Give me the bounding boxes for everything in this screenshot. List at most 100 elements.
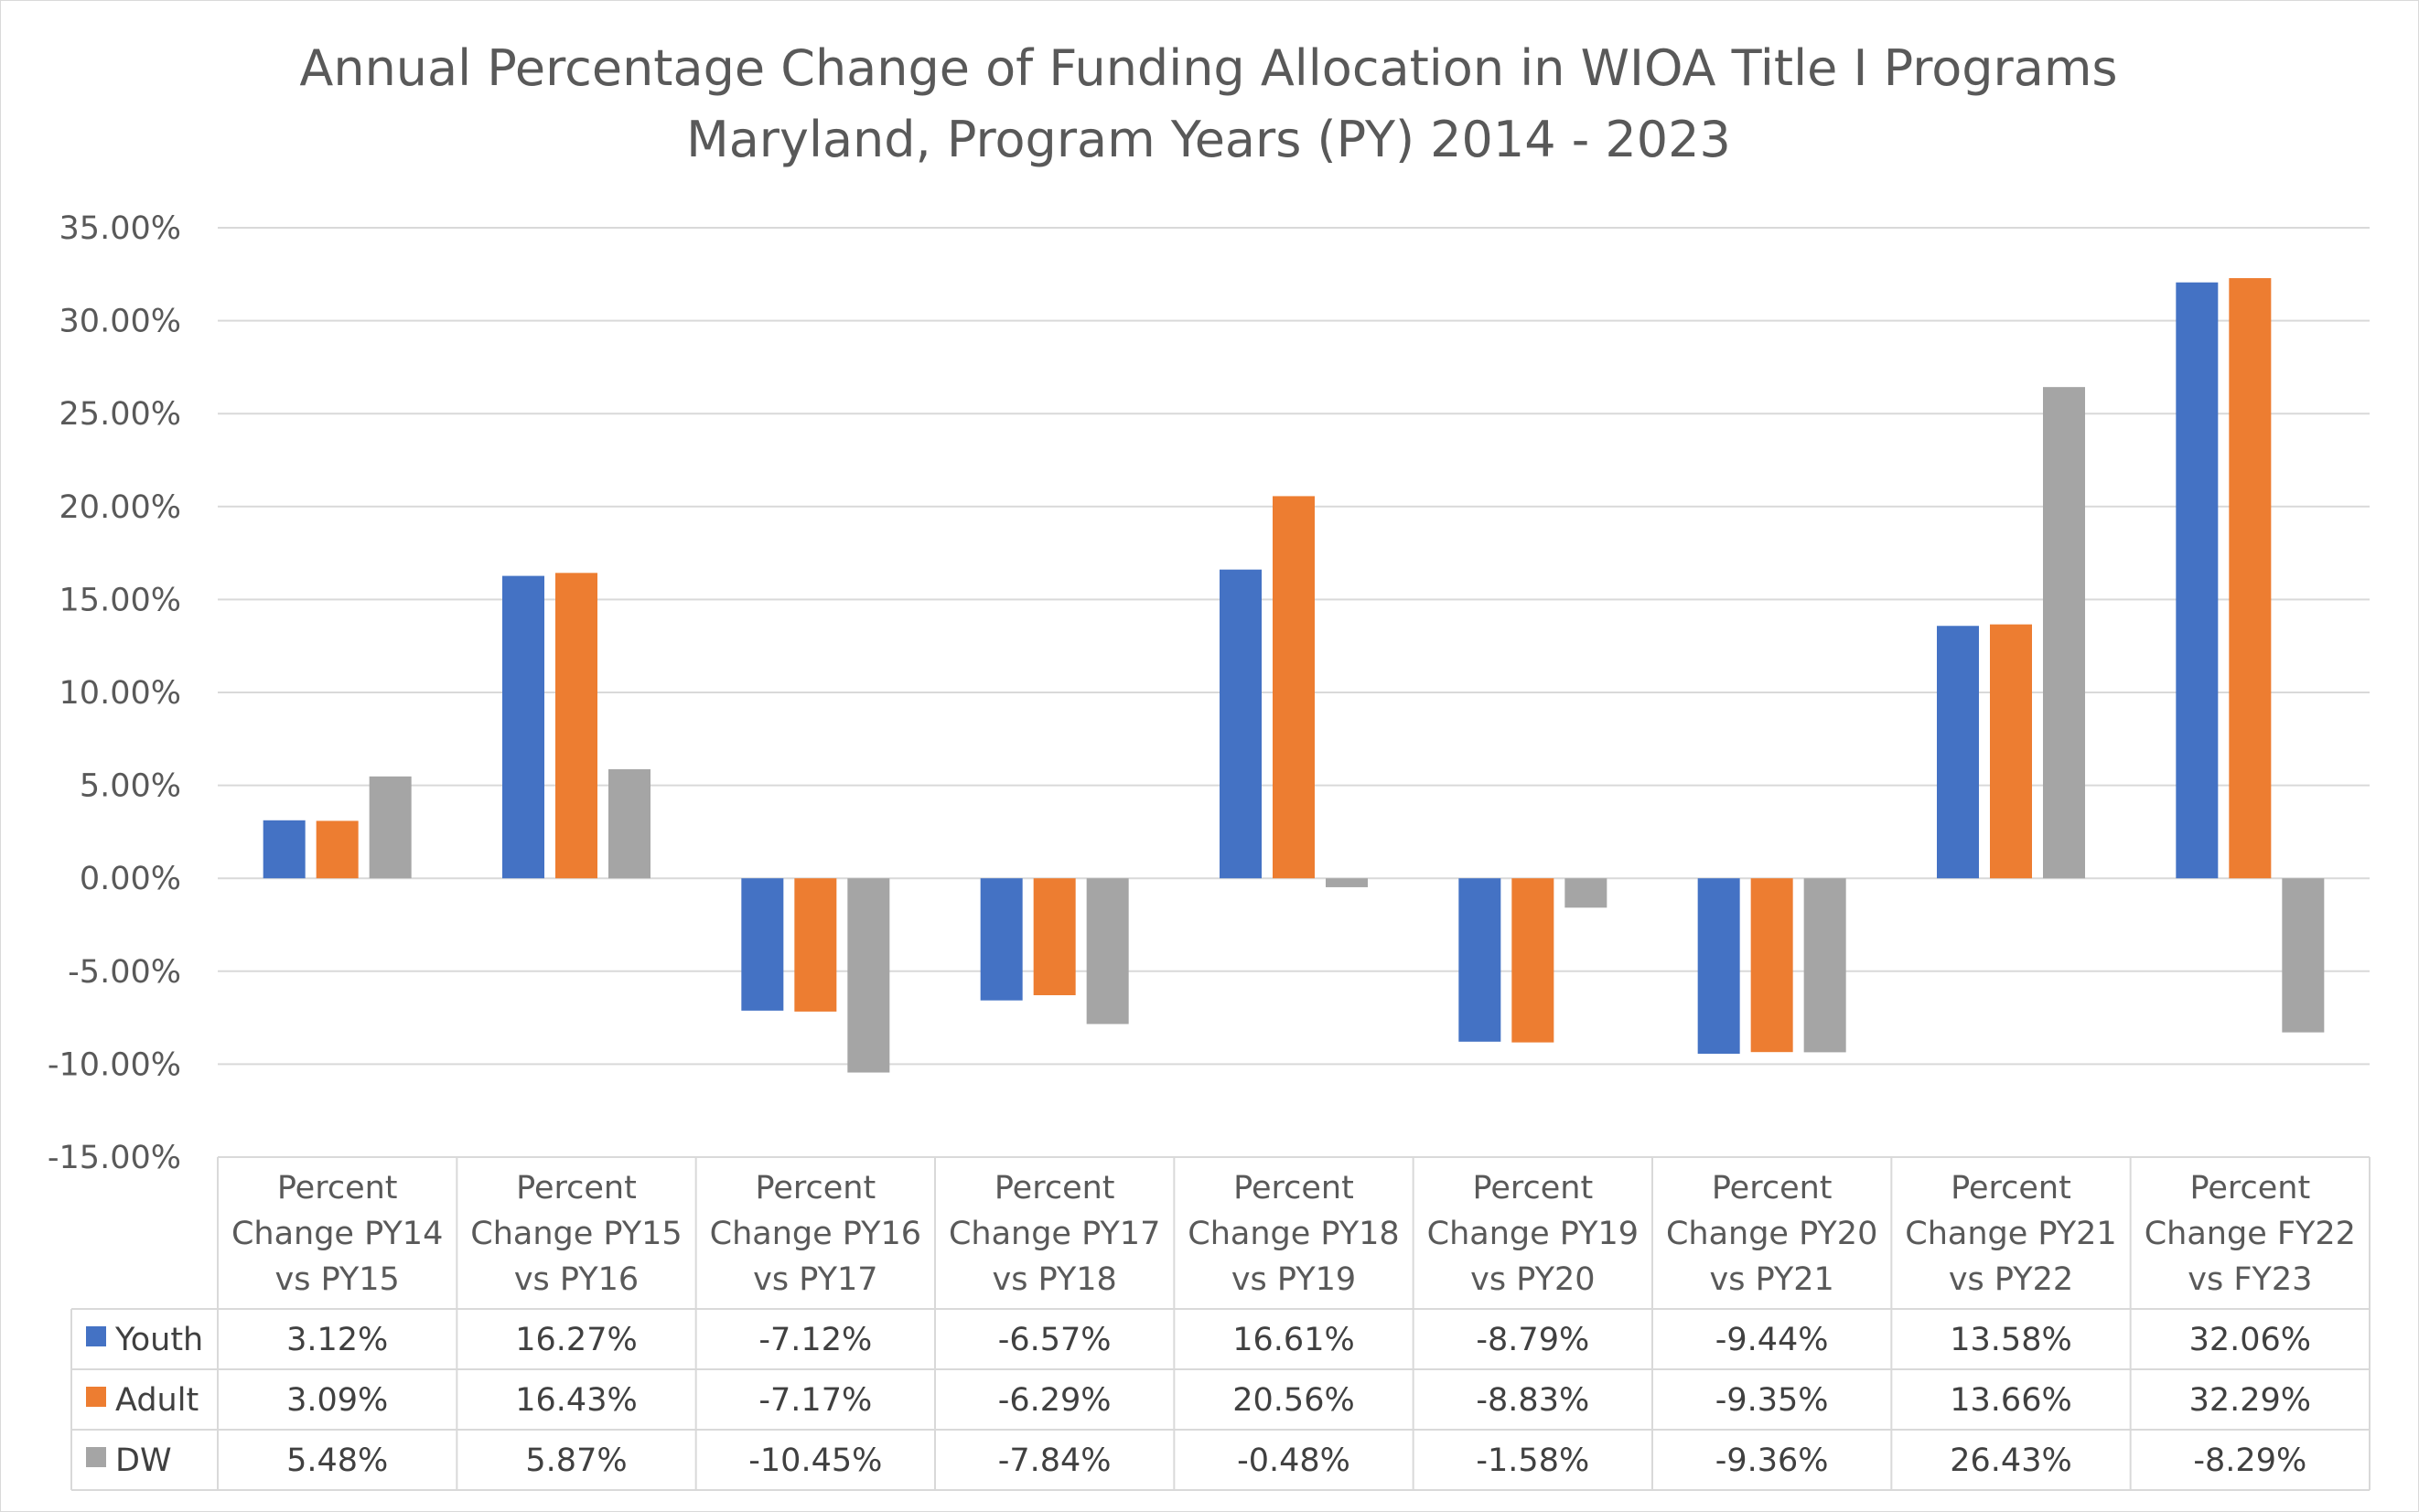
bar-dw: [1564, 878, 1607, 908]
bar-youth: [741, 878, 784, 1011]
legend-label: Adult: [115, 1382, 199, 1419]
bar-adult: [1273, 496, 1315, 879]
category-label: vs PY18: [993, 1261, 1117, 1298]
table-cell-value: 16.43%: [515, 1382, 637, 1419]
legend-key-dw: [86, 1447, 106, 1467]
bar-youth: [1458, 878, 1501, 1042]
legend-key-adult: [86, 1387, 106, 1407]
table-cell-value: -7.17%: [758, 1382, 872, 1419]
y-tick-label: 35.00%: [59, 210, 181, 247]
category-label: vs PY21: [1710, 1261, 1834, 1298]
bar-adult: [555, 573, 597, 879]
category-label: Change PY18: [1188, 1216, 1399, 1252]
y-axis-ticks: 35.00% 30.00% 25.00% 20.00% 15.00% 10.00% 5.00…: [48, 210, 181, 1176]
table-cell-value: -9.35%: [1715, 1382, 1829, 1419]
y-tick-label: -5.00%: [68, 954, 181, 991]
table-cell-value: 3.09%: [286, 1382, 388, 1419]
table-cell-value: 32.29%: [2189, 1382, 2311, 1419]
bar-youth: [1220, 569, 1262, 879]
bar-dw: [847, 878, 890, 1073]
y-tick-label: 30.00%: [59, 304, 181, 340]
y-tick-label: -10.00%: [48, 1046, 181, 1083]
category-label: Change PY21: [1905, 1216, 2116, 1252]
category-label: Percent: [1951, 1170, 2071, 1206]
category-label: Percent: [994, 1170, 1115, 1206]
table-cell-value: -7.12%: [758, 1322, 872, 1358]
category-label: vs FY23: [2188, 1261, 2312, 1298]
table-cell-value: 5.87%: [525, 1442, 627, 1479]
table-cell-value: 16.27%: [515, 1322, 637, 1358]
bar-adult: [1750, 878, 1793, 1053]
table-cell-value: 26.43%: [1950, 1442, 2071, 1479]
table-cell-value: 13.66%: [1950, 1382, 2071, 1419]
category-label: Change PY14: [231, 1216, 443, 1252]
chart-subtitle: Maryland, Program Years (PY) 2014 - 2023: [686, 111, 1731, 168]
category-label: vs PY15: [275, 1261, 400, 1298]
y-tick-label: 10.00%: [59, 675, 181, 712]
y-tick-label: -15.00%: [48, 1140, 181, 1176]
category-label: Percent: [755, 1170, 876, 1206]
legend-key-youth: [86, 1326, 106, 1346]
table-cell-value: -1.58%: [1476, 1442, 1589, 1479]
category-label: Percent: [1472, 1170, 1593, 1206]
bar-adult: [794, 878, 837, 1012]
bar-adult: [2229, 278, 2272, 879]
table-cell-value: -7.84%: [998, 1442, 1112, 1479]
category-label: vs PY22: [1949, 1261, 2073, 1298]
table-cell-value: -6.57%: [998, 1322, 1112, 1358]
table-cell-value: 32.06%: [2189, 1322, 2311, 1358]
category-label: Change PY15: [470, 1216, 682, 1252]
category-label: Percent: [1233, 1170, 1354, 1206]
table-cell-value: 20.56%: [1232, 1382, 1354, 1419]
category-label: Percent: [2189, 1170, 2310, 1206]
bar-youth: [502, 575, 544, 879]
bar-dw: [2043, 387, 2085, 879]
bar-dw: [1326, 878, 1368, 887]
category-label: vs PY20: [1470, 1261, 1595, 1298]
category-label: Percent: [516, 1170, 637, 1206]
category-label: Change FY22: [2145, 1216, 2356, 1252]
category-label: vs PY19: [1231, 1261, 1356, 1298]
table-cell-value: -9.44%: [1715, 1322, 1829, 1358]
bar-dw: [1803, 878, 1846, 1053]
category-label: Percent: [277, 1170, 398, 1206]
category-label: Percent: [1712, 1170, 1833, 1206]
table-cell-value: -9.36%: [1715, 1442, 1829, 1479]
category-label: Change PY19: [1427, 1216, 1639, 1252]
bar-youth: [2176, 282, 2219, 879]
chart-title: Annual Percentage Change of Funding Allo…: [299, 39, 2117, 97]
bars: [263, 278, 2325, 1073]
y-tick-label: 0.00%: [80, 861, 181, 897]
bar-adult: [1033, 878, 1076, 996]
bar-dw: [608, 768, 650, 879]
table-cell-value: -8.83%: [1476, 1382, 1589, 1419]
y-tick-label: 5.00%: [80, 768, 181, 805]
y-tick-label: 25.00%: [59, 396, 181, 433]
data-table: Percent Change PY14 vs PY15 Percent Change P…: [70, 1156, 2371, 1491]
bar-dw: [2282, 878, 2325, 1033]
bar-dw: [369, 776, 412, 879]
bar-dw: [1086, 878, 1129, 1024]
table-cell-value: -10.45%: [748, 1442, 882, 1479]
category-label: Change PY16: [710, 1216, 921, 1252]
legend-label: DW: [115, 1442, 172, 1479]
table-cell-value: -8.29%: [2193, 1442, 2306, 1479]
bar-youth: [980, 878, 1023, 1001]
y-tick-label: 20.00%: [59, 489, 181, 526]
bar-youth: [263, 820, 306, 879]
bar-youth: [1937, 626, 1979, 879]
category-label: vs PY17: [753, 1261, 877, 1298]
category-label: vs PY16: [514, 1261, 639, 1298]
table-cell-value: 16.61%: [1232, 1322, 1354, 1358]
bar-youth: [1697, 878, 1740, 1055]
legend-label: Youth: [114, 1322, 203, 1358]
category-label: Change PY17: [949, 1216, 1160, 1252]
bar-adult: [1990, 624, 2032, 879]
bar-adult: [316, 820, 359, 879]
category-label: Change PY20: [1666, 1216, 1877, 1252]
table-cell-value: 5.48%: [286, 1442, 388, 1479]
y-tick-label: 15.00%: [59, 582, 181, 618]
table-cell-value: -0.48%: [1237, 1442, 1350, 1479]
